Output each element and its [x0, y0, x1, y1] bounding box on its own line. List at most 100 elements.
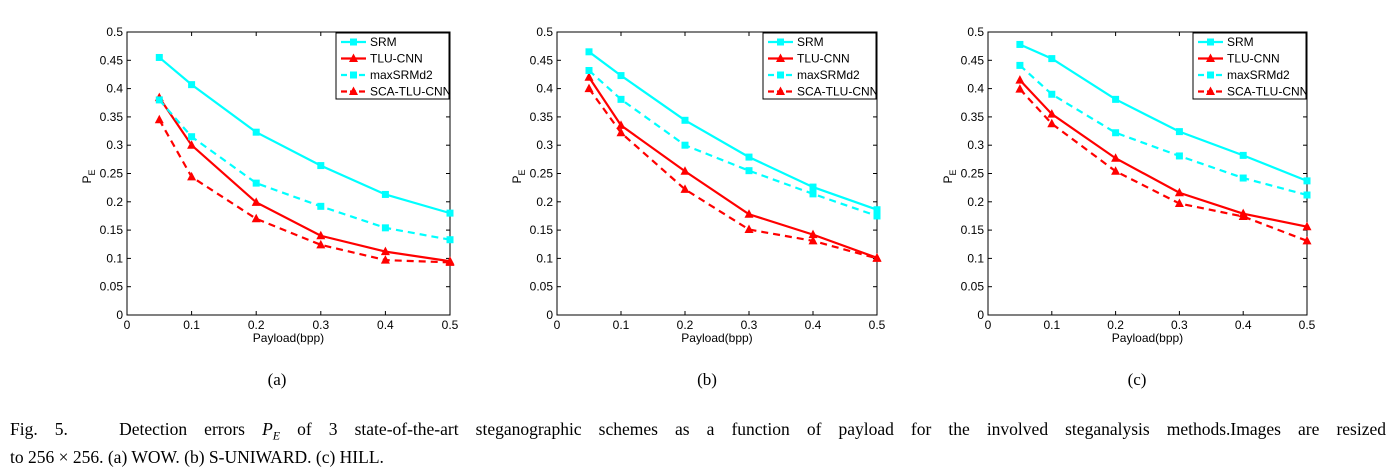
caption-line1-rest: of 3 state-of-the-art steganographic sch…: [297, 419, 1386, 439]
data-point: [381, 224, 389, 232]
data-point: [252, 128, 260, 136]
legend-marker: [349, 53, 358, 62]
data-point: [380, 246, 390, 256]
x-tick-label: 0: [985, 318, 992, 332]
series-line: [158, 56, 451, 215]
data-point: [1175, 152, 1183, 160]
legend-label: SRM: [1227, 35, 1254, 49]
series-line: [588, 87, 878, 260]
data-point: [446, 236, 454, 244]
series-line: [158, 119, 451, 264]
y-tick-label: 0.1: [106, 251, 123, 265]
data-point: [585, 48, 593, 56]
y-tick-label: 0.2: [536, 195, 553, 209]
data-point: [1015, 84, 1025, 93]
data-point: [681, 116, 689, 124]
data-point: [680, 166, 690, 175]
legend-marker: [777, 38, 784, 46]
caption-line-1: Fig. 5. Detection errors PE of 3 state-o…: [10, 419, 1386, 447]
data-point: [1048, 55, 1056, 63]
x-axis-label: Payload(bpp): [681, 331, 752, 345]
data-point: [681, 141, 689, 149]
y-tick-label: 0: [116, 308, 123, 322]
x-axis-label: Payload(bpp): [253, 331, 324, 345]
data-point: [745, 153, 753, 161]
data-point: [1303, 177, 1311, 185]
series-srm: [1016, 40, 1311, 185]
x-tick-label: 0.1: [1043, 318, 1060, 332]
y-tick-label: 0.15: [961, 223, 985, 237]
data-point: [252, 179, 260, 187]
subfigure-label: (a): [268, 370, 287, 389]
data-point: [809, 190, 817, 198]
subfigure-label: (b): [697, 370, 717, 389]
series-sca-tlu-cnn: [1015, 84, 1312, 245]
y-tick-label: 0.5: [536, 25, 553, 39]
data-point: [155, 53, 163, 61]
legend-marker: [350, 38, 357, 46]
y-tick-label: 0.25: [961, 167, 985, 181]
data-point: [617, 95, 625, 103]
series-maxsrmd2: [1016, 61, 1311, 199]
data-point: [616, 120, 626, 129]
y-tick-label: 0.5: [967, 25, 984, 39]
series-sca-tlu-cnn: [584, 83, 882, 262]
data-point: [1111, 166, 1121, 175]
data-point: [809, 183, 817, 191]
data-point: [584, 72, 594, 81]
y-axis-label: PE: [80, 169, 97, 183]
x-tick-label: 0.4: [1235, 318, 1252, 332]
data-point: [744, 224, 754, 234]
x-tick-label: 0.5: [442, 318, 459, 332]
data-point: [744, 209, 754, 218]
y-tick-label: 0: [977, 308, 984, 322]
y-tick-label: 0.3: [536, 138, 553, 152]
y-tick-label: 0.45: [100, 53, 124, 67]
data-point: [1111, 153, 1121, 162]
legend-marker: [1206, 86, 1215, 95]
y-axis-label: PE: [941, 169, 958, 183]
y-tick-label: 0.1: [536, 251, 553, 265]
series-line: [588, 69, 878, 217]
y-tick-label: 0.45: [530, 53, 554, 67]
caption-pre-symbol: Detection errors: [119, 419, 245, 439]
y-tick-label: 0.35: [100, 110, 124, 124]
y-tick-label: 0.05: [100, 280, 124, 294]
x-tick-label: 0.3: [741, 318, 758, 332]
data-point: [380, 255, 390, 264]
y-tick-label: 0: [546, 308, 553, 322]
x-tick-label: 0.1: [613, 318, 630, 332]
series-line: [588, 76, 878, 259]
series-line: [1019, 88, 1308, 242]
data-point: [873, 206, 881, 214]
legend-marker: [777, 71, 784, 79]
data-point: [1112, 129, 1120, 137]
series-maxsrmd2: [585, 66, 881, 220]
legend-label: SCA-TLU-CNN: [370, 85, 451, 99]
data-point: [1174, 198, 1184, 207]
y-tick-label: 0.1: [967, 251, 984, 265]
data-point: [1239, 174, 1247, 182]
x-tick-label: 0.3: [1171, 318, 1188, 332]
y-tick-label: 0.5: [106, 25, 123, 39]
legend: SRM TLU-CNN maxSRMd2 SCA-TLU-CNN: [762, 32, 878, 100]
legend-marker: [349, 86, 358, 95]
y-tick-label: 0.25: [530, 167, 554, 181]
data-point: [251, 213, 261, 223]
data-point: [445, 257, 455, 266]
legend: SRM TLU-CNN maxSRMd2 SCA-TLU-CNN: [335, 32, 451, 100]
legend-label: SCA-TLU-CNN: [1227, 85, 1308, 99]
y-tick-label: 0.2: [106, 195, 123, 209]
legend: SRM TLU-CNN maxSRMd2 SCA-TLU-CNN: [1192, 32, 1308, 100]
data-point: [1016, 61, 1024, 69]
figure-caption: Fig. 5. Detection errors PE of 3 state-o…: [10, 419, 1386, 468]
legend-label: maxSRMd2: [1227, 68, 1290, 82]
x-tick-label: 0.2: [677, 318, 694, 332]
legend-label: maxSRMd2: [370, 68, 433, 82]
legend-marker: [776, 86, 785, 95]
y-tick-label: 0.4: [536, 82, 553, 96]
y-axis-label: PE: [510, 169, 527, 183]
y-tick-label: 0.35: [530, 110, 554, 124]
x-axis-label: Payload(bpp): [1112, 331, 1183, 345]
data-point: [188, 81, 196, 89]
